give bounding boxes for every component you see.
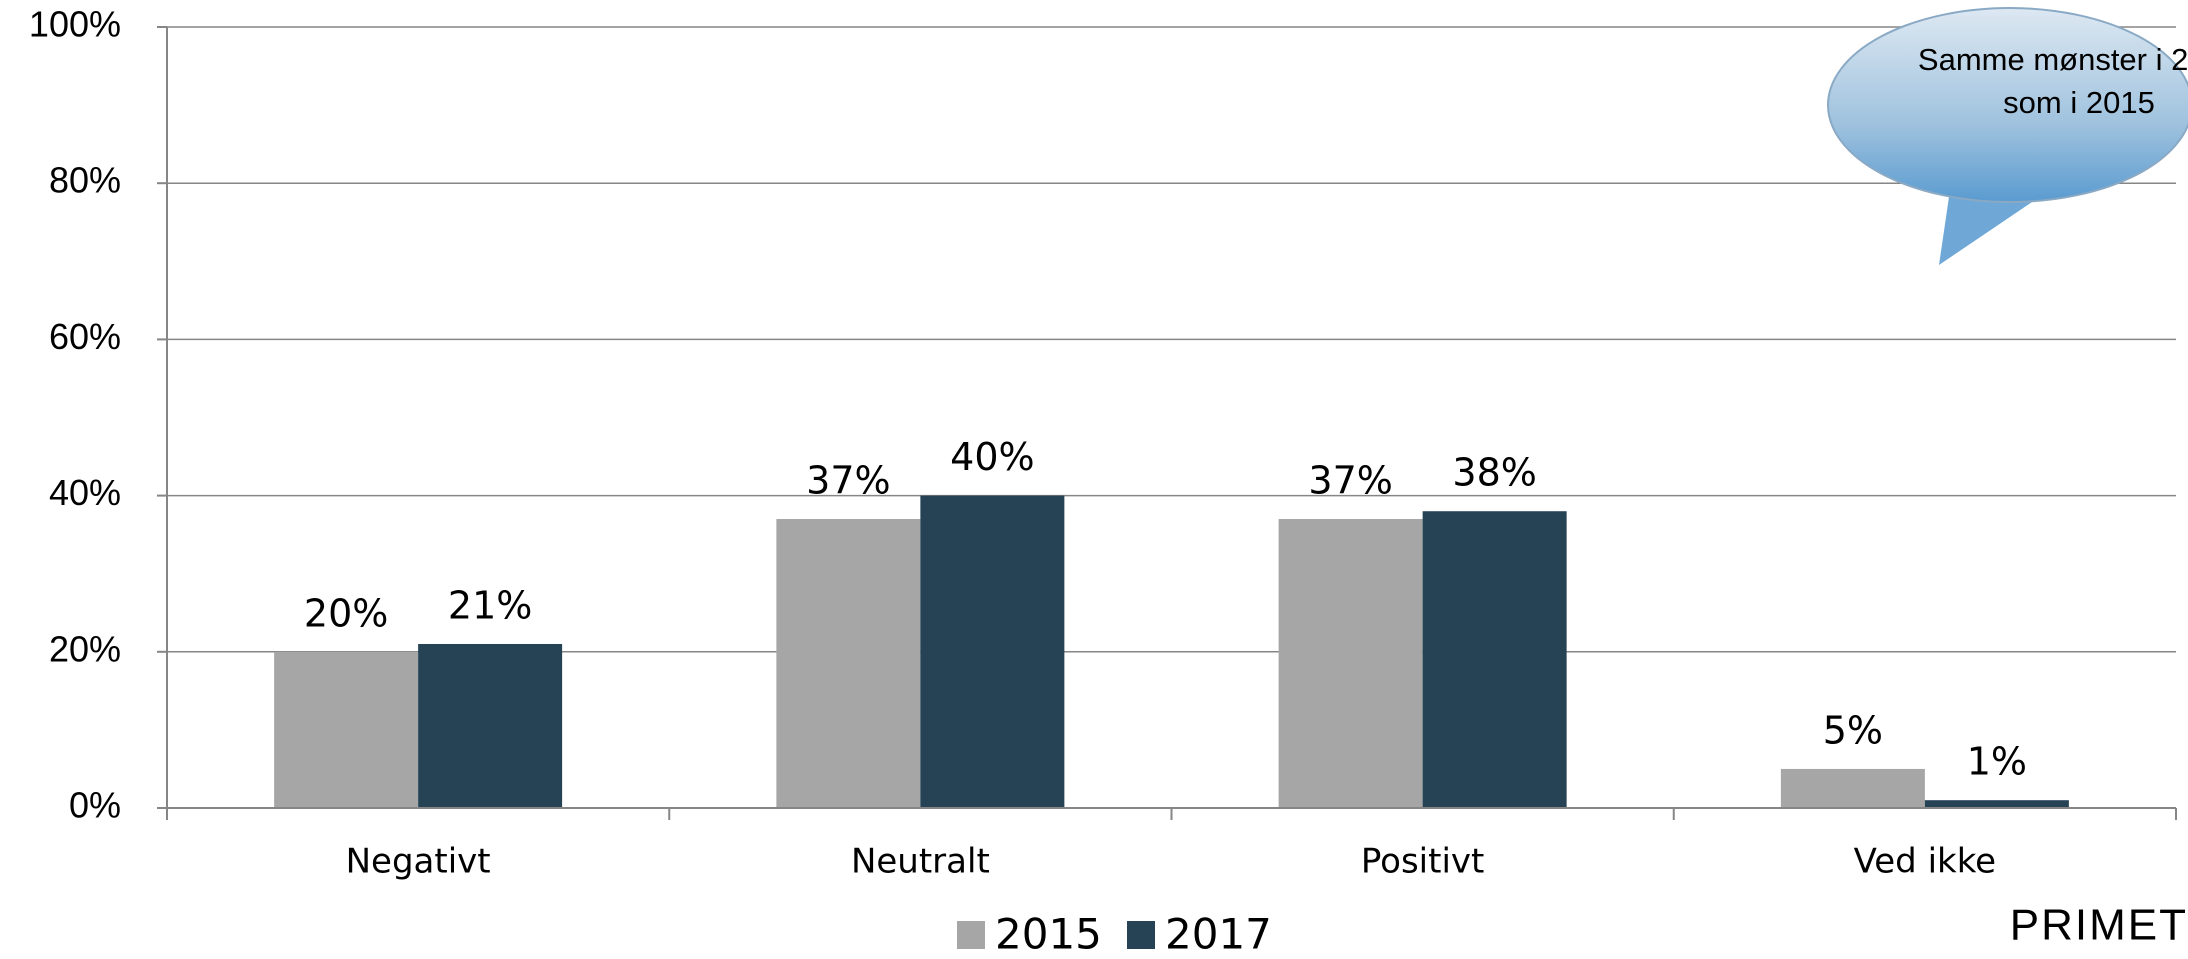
x-tick-label: Negativt [346,842,491,882]
legend-swatch [957,921,985,949]
y-tick-label: 100% [29,4,121,45]
bar [1924,800,2069,808]
callout-tail [1939,190,2035,265]
y-tick-label: 40% [49,472,121,513]
bar [776,519,921,808]
value-label: 21% [448,583,532,627]
callout-text: som i 2015 [2003,85,2155,120]
y-tick-label: 20% [49,628,121,669]
value-label: 38% [1452,451,1536,495]
callout-bubble [1827,7,2188,203]
legend-label: 2017 [1165,910,1272,959]
value-label: 5% [1823,708,1883,752]
callout: Samme mønster i 2017 som i 2015 [1827,7,2188,265]
value-label: 20% [304,591,388,635]
y-tick-label: 0% [69,785,121,826]
bar [418,643,563,808]
logo: PRIMET [2010,901,2188,950]
value-label: 37% [1308,459,1392,503]
x-tick-label: Ved ikke [1854,842,1996,882]
x-tick-label: Positivt [1361,842,1484,882]
legend-swatch [1127,921,1155,949]
value-label: 1% [1967,740,2027,784]
bar [274,651,419,808]
y-tick-label: 80% [49,160,121,201]
bar [920,495,1065,808]
y-tick-label: 60% [49,316,121,357]
x-tick-label: Neutralt [851,842,990,882]
bar [1780,768,1925,808]
value-label: 40% [950,435,1034,479]
legend-label: 2015 [995,910,1102,959]
bar [1278,519,1423,808]
value-label: 37% [806,459,890,503]
callout-text: Samme mønster i 2017 [1918,42,2188,77]
bar [1422,511,1567,808]
